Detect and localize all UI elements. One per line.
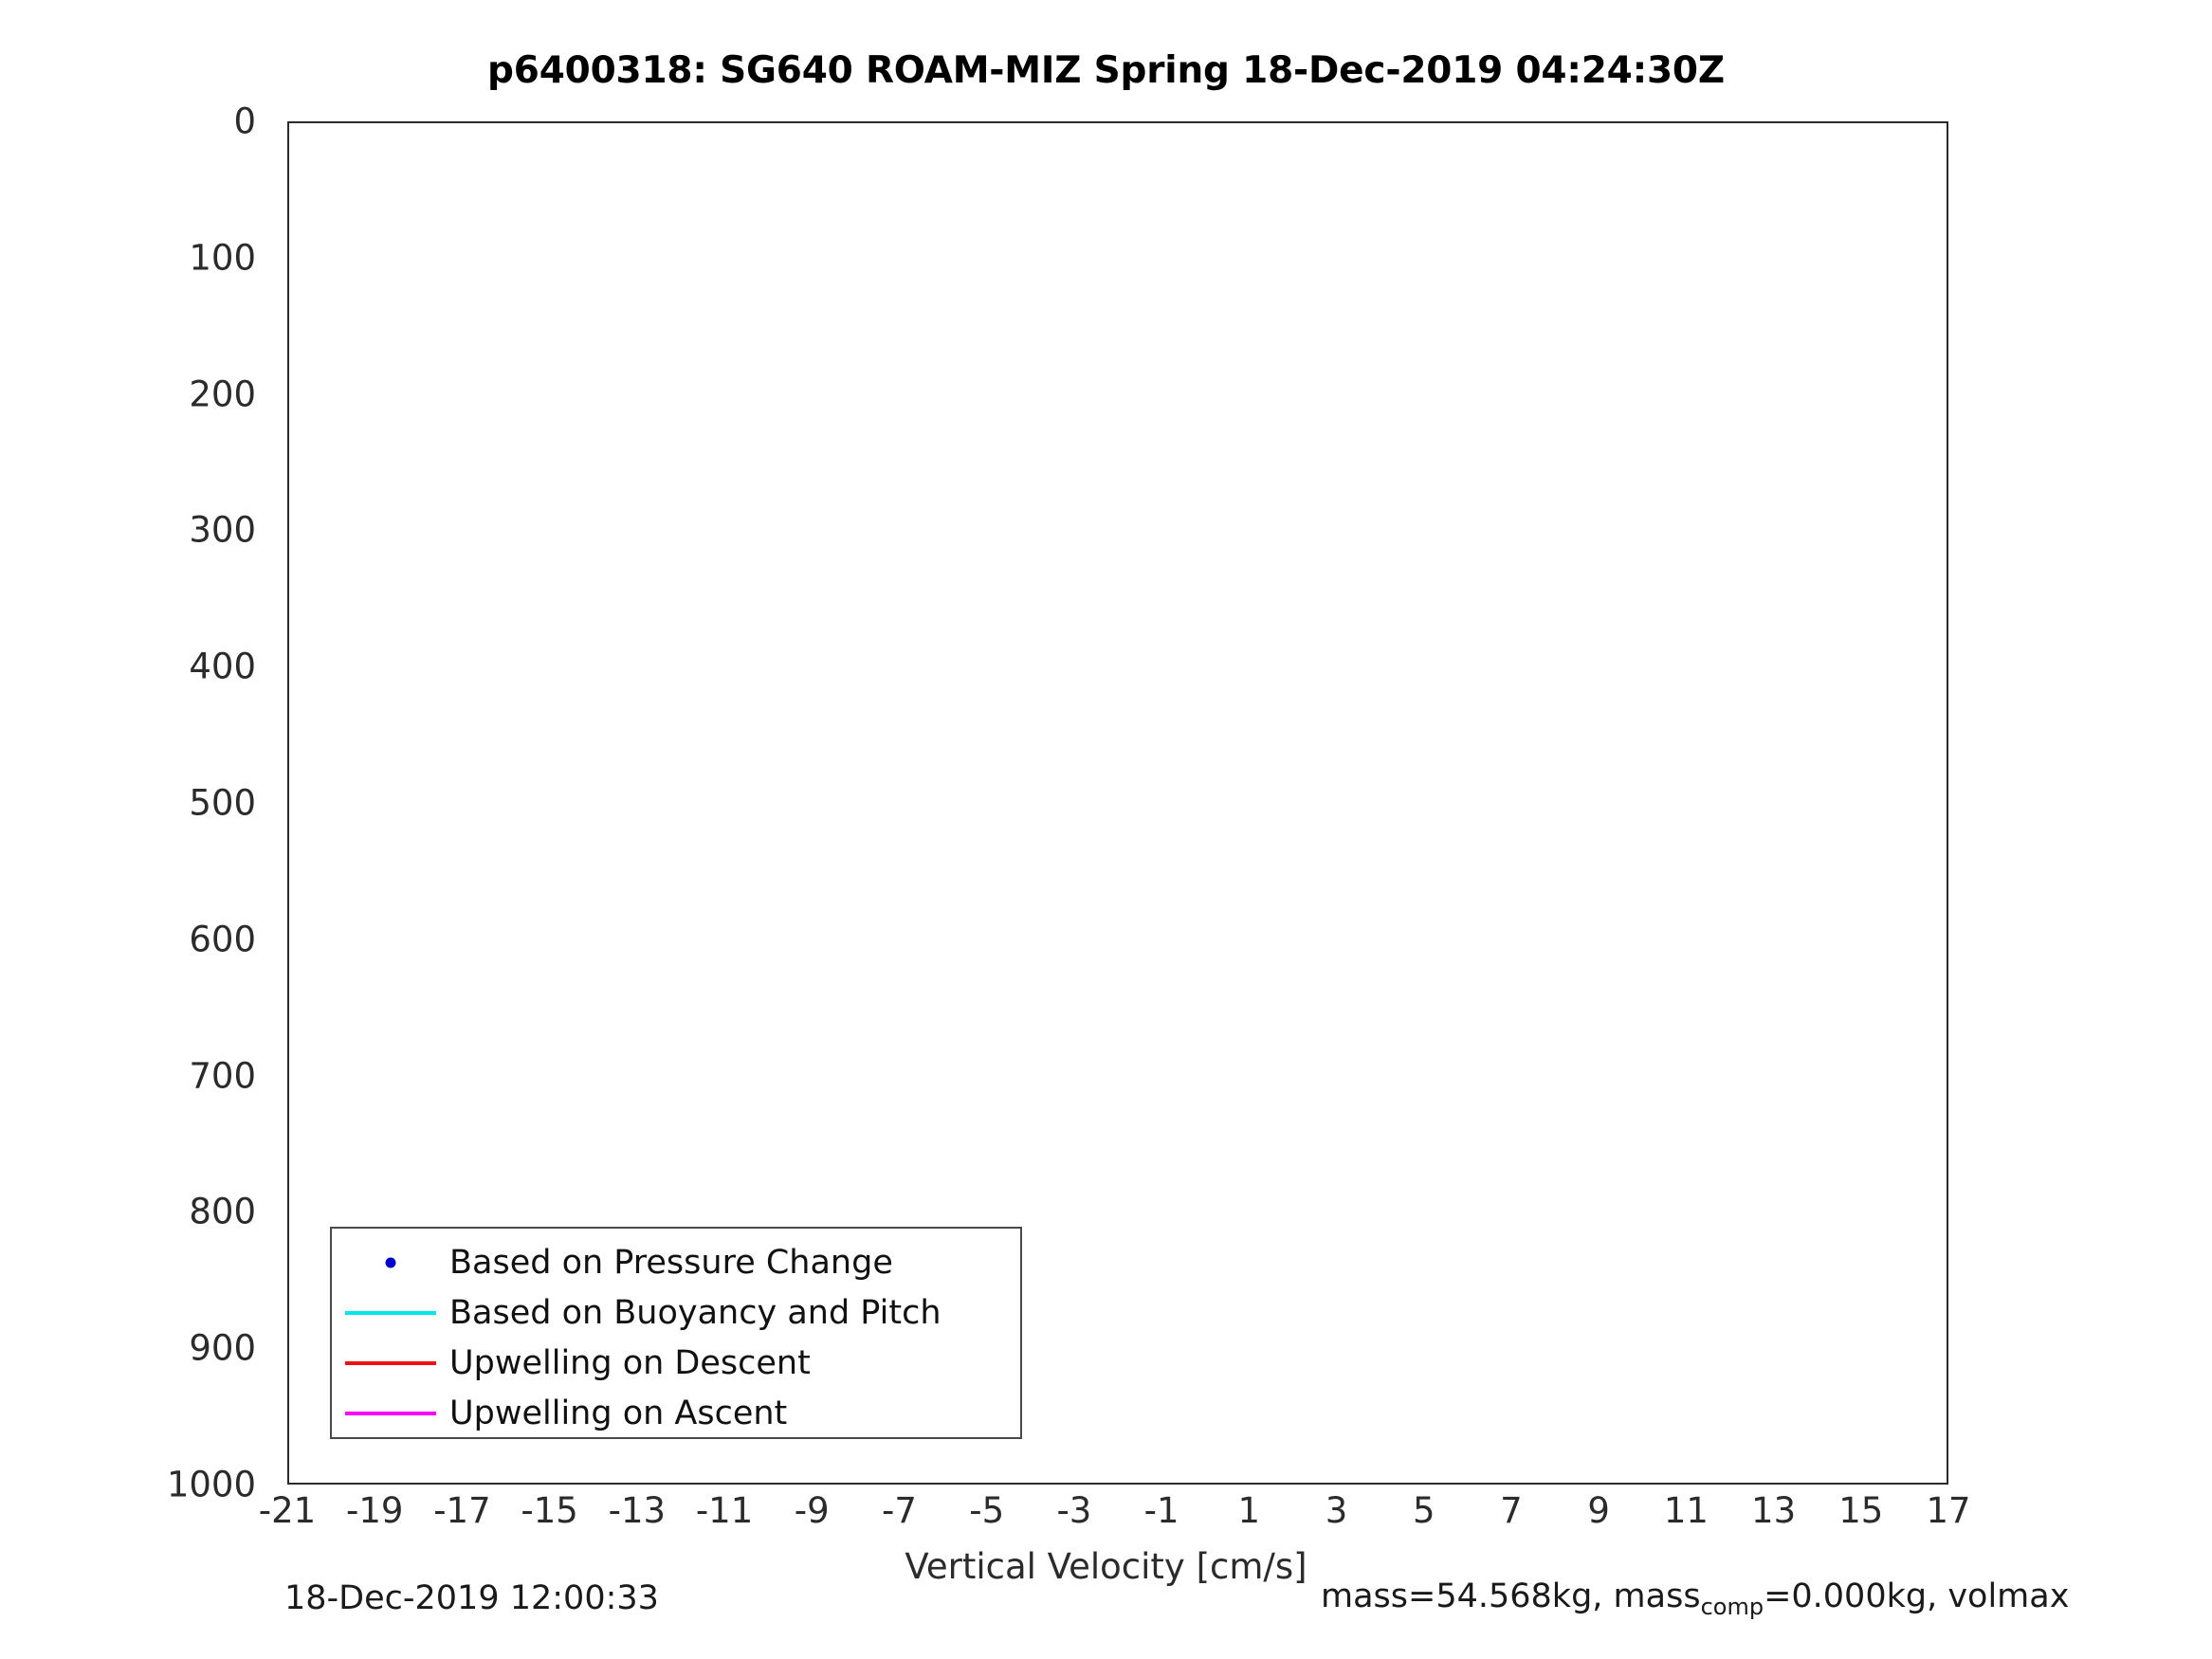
x-tick-label: -17 [433,1490,491,1531]
legend-item-label: Upwelling on Descent [449,1343,811,1382]
x-axis-label: Vertical Velocity [cm/s] [905,1546,1307,1587]
legend-item[interactable]: Upwelling on Ascent [332,1387,1024,1440]
y-tick-label: 800 [189,1191,256,1232]
x-tick-label: -7 [882,1490,917,1531]
mass-footer-prefix: mass=54.568kg, mass [1321,1577,1701,1615]
x-tick-label: 11 [1663,1490,1709,1531]
legend-swatch-marker-icon [332,1236,449,1289]
y-tick-label: 100 [189,237,256,279]
legend-swatch-line-icon [332,1387,449,1440]
x-tick-label: 3 [1325,1490,1348,1531]
mass-footer-suffix: =0.000kg, volmax [1764,1577,2070,1615]
x-tick-label: -13 [608,1490,667,1531]
y-tick-label: 200 [189,374,256,415]
y-tick-label: 900 [189,1327,256,1369]
y-tick-label: 600 [189,919,256,960]
x-tick-label: 15 [1838,1490,1884,1531]
legend-item[interactable]: Based on Pressure Change [332,1236,1024,1289]
timestamp-footer: 18-Dec-2019 12:00:33 [284,1579,659,1617]
x-tick-label: -1 [1143,1490,1179,1531]
legend-line-icon [345,1412,436,1415]
x-tick-label: 5 [1412,1490,1435,1531]
x-tick-label: 17 [1926,1490,1971,1531]
legend: Based on Pressure Change Based on Buoyanc… [330,1227,1022,1439]
legend-line-icon [345,1311,436,1315]
x-tick-label: 7 [1500,1490,1523,1531]
x-tick-label: 9 [1587,1490,1610,1531]
x-tick-label: -19 [345,1490,404,1531]
y-tick-label: 400 [189,646,256,687]
y-tick-label: 1000 [166,1464,256,1505]
legend-line-icon [345,1361,436,1365]
legend-swatch-line-icon [332,1337,449,1390]
x-tick-label: -9 [794,1490,830,1531]
x-tick-label: -5 [969,1490,1005,1531]
legend-swatch-line-icon [332,1286,449,1340]
x-tick-label: 1 [1237,1490,1261,1531]
legend-dot-icon [385,1257,396,1268]
x-tick-label: -21 [258,1490,317,1531]
x-tick-label: -11 [695,1490,754,1531]
legend-item[interactable]: Upwelling on Descent [332,1337,1024,1390]
x-tick-label: 13 [1751,1490,1797,1531]
y-tick-label: 500 [189,782,256,824]
legend-item-label: Upwelling on Ascent [449,1394,788,1432]
mass-footer-subscript: comp [1700,1594,1764,1620]
x-tick-label: -3 [1056,1490,1092,1531]
legend-item-label: Based on Pressure Change [449,1243,893,1282]
page-title: p6400318: SG640 ROAM-MIZ Spring 18-Dec-2… [487,49,1725,92]
x-tick-label: -15 [521,1490,578,1531]
mass-footer: mass=54.568kg, masscomp=0.000kg, volmax [1321,1577,2069,1620]
y-tick-label: 300 [189,509,256,551]
legend-item-label: Based on Buoyancy and Pitch [449,1293,941,1332]
y-tick-label: 0 [233,100,256,142]
legend-item[interactable]: Based on Buoyancy and Pitch [332,1286,1024,1340]
y-tick-label: 700 [189,1055,256,1097]
